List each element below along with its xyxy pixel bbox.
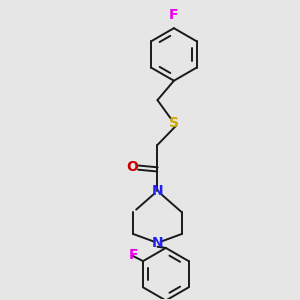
Text: F: F: [128, 248, 138, 262]
Text: N: N: [152, 184, 163, 198]
Text: O: O: [126, 160, 138, 174]
Text: N: N: [152, 236, 163, 250]
Text: S: S: [169, 116, 179, 130]
Text: F: F: [169, 8, 178, 22]
